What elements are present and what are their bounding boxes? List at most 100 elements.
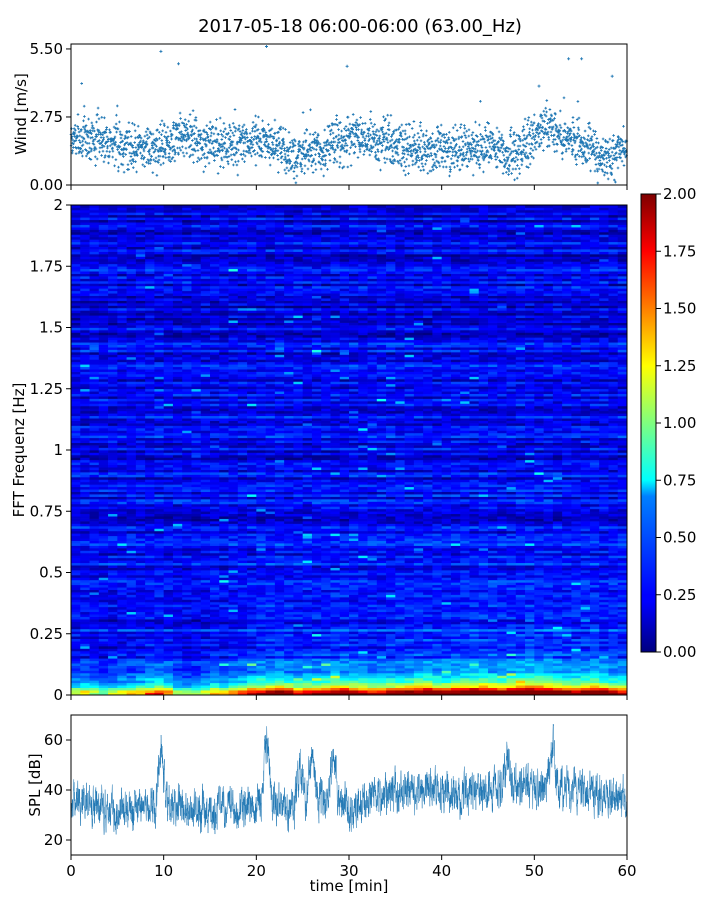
spectrogram-cell [135, 680, 146, 684]
spectrogram-cell [135, 538, 146, 541]
spectrogram-cell [256, 611, 266, 615]
spectrogram-cell [580, 503, 591, 507]
spectrogram-cell [80, 570, 90, 573]
spectrogram-cell [126, 503, 137, 507]
spectrogram-cell [589, 579, 600, 583]
spectrogram-cell [617, 508, 628, 512]
spectrogram-cell [71, 535, 81, 539]
spectrogram-cell [80, 577, 90, 581]
spectrogram-cell [562, 552, 572, 556]
spectrogram-cell [386, 650, 396, 654]
spectrogram-cell [571, 655, 582, 659]
spectrogram-cell [580, 543, 591, 546]
spectrogram-cell [450, 560, 461, 564]
spectrogram-cell [478, 672, 489, 676]
spectrogram-cell [608, 611, 619, 615]
spectrogram-cell [367, 660, 378, 664]
spectrogram-cell [80, 685, 90, 688]
spectrogram-cell [367, 584, 378, 588]
spectrogram-cell [256, 570, 266, 573]
spectrogram-cell [284, 692, 294, 696]
spectrogram-cell [126, 540, 137, 544]
spectrogram-cell [562, 672, 572, 676]
spectrogram-cell [617, 594, 628, 598]
spectrogram-cell [608, 621, 619, 625]
spectrogram-cell [284, 523, 294, 527]
spectrogram-cell [562, 621, 572, 625]
spectrogram-cell [321, 604, 331, 608]
spectrogram-cell [219, 555, 229, 559]
spectrogram-cell [284, 587, 294, 590]
spectrogram-cell [515, 555, 526, 559]
spectrogram-cell [237, 506, 248, 510]
spectrogram-cell [469, 633, 480, 637]
spectrogram-cell [441, 570, 452, 573]
spectrogram-cell [219, 540, 229, 544]
spectrogram-cell [367, 670, 378, 674]
spectrogram-cell [423, 633, 433, 637]
spectrogram-cell [441, 621, 452, 625]
spectrogram-cell [293, 628, 304, 632]
spectrogram-cell [210, 631, 220, 635]
spectrogram-cell [247, 641, 257, 644]
spectrogram-cell [460, 641, 470, 644]
spectrogram-cell [71, 677, 81, 681]
spectrogram-cell [98, 609, 109, 613]
spectrogram-cell [469, 567, 480, 571]
spectrogram-cell [172, 665, 183, 669]
spectrogram-cell [145, 533, 155, 537]
spectrogram-cell [469, 601, 480, 605]
spectrogram-cell [339, 513, 350, 517]
spectrogram-cell [441, 655, 452, 659]
spectrogram-cell [552, 521, 563, 524]
spectrogram-cell [599, 535, 609, 539]
spectrogram-cell [247, 675, 257, 679]
spectrogram-cell [367, 540, 378, 544]
spectrogram-cell [358, 555, 368, 559]
spectrogram-cell [89, 579, 100, 583]
spectrogram-cell [543, 621, 554, 625]
spectrogram-cell [284, 653, 294, 657]
spectrogram-cell [432, 655, 443, 659]
spectrogram-cell [589, 687, 600, 691]
spectrogram-cell [386, 501, 396, 505]
spectrogram-cell [506, 655, 517, 659]
spectrogram-cell [89, 643, 100, 647]
spectrogram-cell [478, 648, 489, 652]
spectrogram-cell [469, 670, 480, 674]
spectrogram-cell [200, 594, 211, 598]
spectrogram-cell [534, 494, 544, 497]
spectrogram-cell [358, 670, 368, 674]
spectrogram-cell [404, 633, 415, 637]
spectrogram-cell [228, 503, 239, 507]
spectrogram-cell [543, 562, 554, 566]
spectrogram-cell [552, 692, 563, 696]
spectrogram-cell [108, 567, 118, 571]
spectrogram-cell [200, 604, 211, 608]
spectrogram-cell [210, 548, 220, 551]
spectrogram-cell [608, 628, 619, 632]
spectrogram-cell [552, 538, 563, 541]
spectrogram-cell [552, 646, 563, 649]
spectrogram-cell [163, 616, 174, 620]
spectrogram-cell [608, 506, 619, 510]
spectrogram-cell [200, 623, 211, 627]
spectrogram-cell [172, 614, 183, 617]
spectrogram-cell [265, 677, 276, 681]
spectrogram-cell [580, 606, 591, 610]
spectrogram-cell [432, 672, 443, 676]
spectrogram-cell [247, 626, 257, 630]
spectrogram-cell [432, 626, 443, 630]
spectrogram-cell [172, 570, 183, 573]
spectrogram-cell [330, 538, 341, 541]
spectrogram-cell [339, 599, 350, 603]
spectrogram-cell [460, 574, 470, 578]
spectrogram-cell [571, 518, 582, 522]
spectrogram-cell [386, 499, 396, 502]
spectrogram-cell [395, 508, 405, 512]
spectrogram-cell [126, 623, 137, 627]
spectrogram-cell [210, 513, 220, 517]
spectrogram-cell [367, 557, 378, 561]
spectrogram-cell [441, 540, 452, 544]
spectrogram-cell [506, 631, 517, 635]
